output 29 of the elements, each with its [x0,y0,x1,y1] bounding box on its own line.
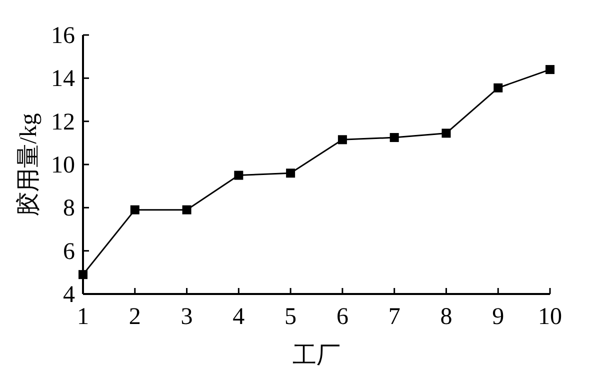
x-axis-title: 工厂 [292,343,340,369]
y-tick-label: 8 [63,196,75,222]
y-tick-label: 6 [63,238,75,265]
point [546,65,554,74]
point [338,135,347,144]
point [78,270,88,280]
x-tick-label: 10 [538,304,562,330]
y-tick-label: 14 [51,66,75,92]
y-tick-label: 4 [63,282,75,308]
point [390,133,399,142]
x-tick-label: 6 [336,304,348,330]
x-tick-label: 1 [77,304,89,330]
point [286,168,296,178]
x-tick-label: 3 [180,304,193,330]
point [130,205,140,214]
point [442,128,451,138]
x-tick-label: 8 [440,304,452,330]
x-tick-label: 7 [388,304,400,330]
x-tick-label: 5 [284,304,297,330]
x-tick-label: 9 [492,304,504,330]
point [234,170,244,180]
point [182,205,192,214]
y-axis-title: 胶用量/kg [15,113,42,216]
y-tick-label: 12 [51,109,75,136]
y-tick-label: 10 [51,152,75,178]
y-tick-label: 16 [51,23,75,49]
point [494,83,503,92]
x-tick-label: 2 [128,304,141,330]
x-tick-label: 4 [232,304,245,330]
